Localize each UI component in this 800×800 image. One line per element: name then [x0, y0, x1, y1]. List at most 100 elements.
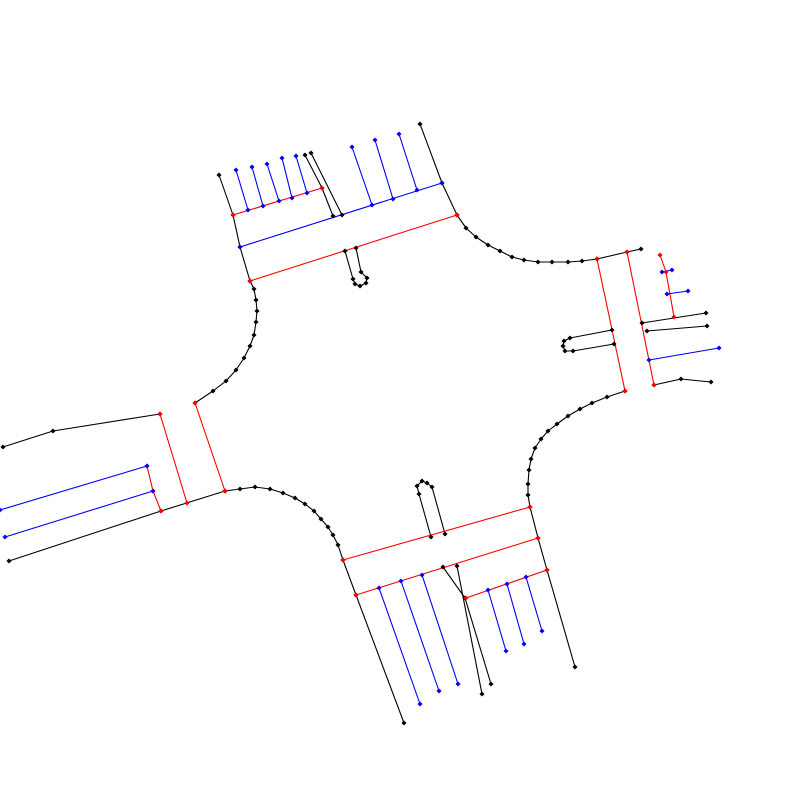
west-stop-line-1-vertex	[157, 411, 163, 417]
east-lane-line-b-vertex	[685, 288, 691, 294]
east-road-upper-edge	[596, 248, 642, 260]
northeast-corner-curve-vertex	[521, 257, 527, 263]
north-lane-tick-7	[374, 139, 394, 200]
northeast-corner-curve-vertex	[485, 242, 491, 248]
west-stop-line-2-vertex	[222, 488, 228, 494]
west-road-upper-edge-vertex	[50, 428, 56, 434]
west-road-upper-edge	[2, 413, 161, 448]
northwest-corner-curve-vertex	[253, 319, 259, 325]
east-lane-red-connector	[659, 254, 675, 318]
south-road-right-edge	[529, 506, 576, 668]
south-median-island-vertex	[419, 478, 425, 484]
north-lane-tick-4-vertex	[289, 195, 295, 201]
northwest-corner-curve-vertex	[241, 355, 247, 361]
east-median-island-vertex	[609, 327, 615, 333]
east-lane-red-connector-vertex	[657, 252, 663, 258]
north-median-island-vertex	[342, 248, 348, 254]
southeast-corner-curve-vertex	[532, 445, 538, 451]
medians	[344, 247, 615, 538]
north-lane-tick-8-vertex	[396, 131, 402, 137]
northwest-corner-curve-vertex	[251, 286, 257, 292]
south-stop-line-2-vertex	[353, 592, 359, 598]
south-lane-tick-5-vertex	[521, 641, 527, 647]
north-road-left-edge	[218, 174, 251, 282]
southwest-corner-curve	[224, 486, 344, 561]
south-lane-tick-3	[421, 574, 459, 685]
southwest-corner-curve-vertex	[330, 532, 336, 538]
south-stop-line-2	[355, 537, 539, 596]
southwest-corner-curve-vertex	[302, 501, 308, 507]
north-lane-line-main-vertex	[237, 244, 243, 250]
east-lane-line-b	[666, 290, 689, 295]
east-median-island-vertex	[567, 335, 573, 341]
west-lane-red-connector	[146, 465, 162, 512]
east-stop-line-2	[626, 251, 655, 386]
west-road-upper-edge-vertex	[0, 444, 6, 450]
west-stop-line-2-vertex	[192, 400, 198, 406]
south-median-island-vertex	[414, 483, 420, 489]
north-inner-divider-2	[310, 152, 343, 216]
south-lane-tick-4	[487, 589, 507, 652]
north-median-island-vertex	[364, 275, 370, 281]
south-lane-tick-3-vertex	[455, 681, 461, 687]
east-lane-line-c-vertex	[646, 357, 652, 363]
north-lane-tick-3-vertex	[276, 198, 282, 204]
east-median-island-vertex	[561, 338, 567, 344]
north-lane-tick-5-vertex	[293, 153, 299, 159]
north-lane-tick-2-vertex	[249, 164, 255, 170]
north-median-island-vertex	[353, 245, 359, 251]
southwest-corner-curve-vertex	[267, 486, 273, 492]
road-boundaries	[2, 123, 712, 724]
east-stop-line-1	[596, 258, 626, 392]
south-lane-red-bar-vertex	[544, 567, 550, 573]
south-stop-line-1-vertex	[527, 504, 533, 510]
south-road-left-edge-vertex	[401, 720, 407, 726]
north-lane-tick-2	[251, 166, 264, 207]
south-inner-divider	[442, 566, 492, 685]
south-inner-divider-2-vertex	[479, 691, 485, 697]
north-lane-tick-7-vertex	[390, 196, 396, 202]
south-lane-tick-4-vertex	[503, 648, 509, 654]
northeast-corner-curve-vertex	[509, 254, 515, 260]
east-lane-red-connector-vertex	[671, 314, 677, 320]
north-stop-line-vertex	[247, 278, 253, 284]
east-stop-line-1-vertex	[594, 256, 600, 262]
east-stop-line-2-vertex	[651, 382, 657, 388]
north-median-island-vertex	[358, 269, 364, 275]
southeast-corner-curve-vertex	[528, 456, 534, 462]
southwest-corner-curve-vertex	[237, 486, 243, 492]
northwest-corner-curve-vertex	[247, 343, 253, 349]
north-lane-tick-8	[398, 133, 418, 191]
north-lane-tick-3-vertex	[264, 161, 270, 167]
northeast-corner-curve-vertex	[497, 248, 503, 254]
west-stop-line-1	[159, 413, 188, 504]
east-lane-red-connector-vertex	[663, 269, 669, 275]
north-lane-tick-6-vertex	[369, 202, 375, 208]
south-lane-tick-2-vertex	[436, 688, 442, 694]
northeast-corner-curve-vertex	[463, 225, 469, 231]
west-road-lower-edge-vertex	[6, 558, 12, 564]
north-stop-line-vertex	[454, 212, 460, 218]
west-lane-red-connector-vertex	[158, 508, 164, 514]
north-lane-tick-4	[281, 157, 293, 199]
northwest-corner-curve	[194, 280, 258, 404]
east-lane-divider-1-vertex	[703, 310, 709, 316]
east-lane-divider-2-vertex	[644, 328, 650, 334]
west-stop-line-1-vertex	[184, 500, 190, 506]
east-lane-line-b-vertex	[664, 291, 670, 297]
south-median-island-vertex	[442, 531, 448, 537]
north-lane-tick-1-vertex	[233, 167, 239, 173]
southeast-corner-curve-vertex	[565, 413, 571, 419]
southeast-corner-curve-vertex	[538, 436, 544, 442]
north-lane-tick-3	[266, 163, 280, 202]
southeast-corner-curve-vertex	[525, 492, 531, 498]
north-lane-tick-7-vertex	[372, 137, 378, 143]
south-lane-tick-1	[378, 587, 421, 705]
south-lane-tick-2-vertex	[398, 578, 404, 584]
south-stop-line-1	[342, 506, 531, 561]
north-lane-line-main-vertex	[439, 180, 445, 186]
east-road-lower-edge-vertex	[708, 379, 714, 385]
west-lane-line-1-vertex	[144, 463, 150, 469]
north-road-right-edge	[419, 123, 458, 216]
